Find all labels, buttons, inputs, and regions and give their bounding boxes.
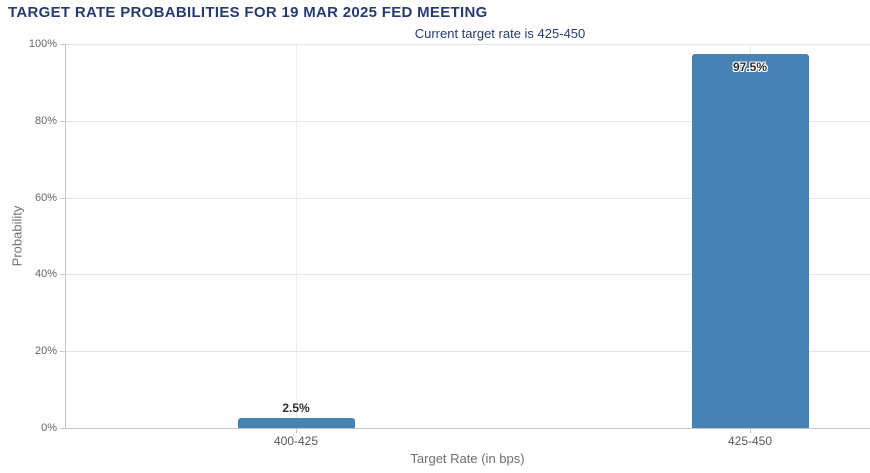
vertical-gridline	[296, 44, 297, 428]
bar[interactable]	[691, 53, 809, 428]
y-axis-line	[65, 44, 66, 428]
y-tick-label: 80%	[34, 114, 57, 127]
y-axis-tick	[60, 44, 65, 45]
y-axis-tick	[60, 274, 65, 276]
x-tick-label: 400-425	[273, 434, 319, 448]
bar-value-label: 97.5%	[732, 59, 768, 74]
y-tick-label: 20%	[34, 345, 57, 358]
chart-subtitle: Current target rate is 425-450	[414, 26, 586, 41]
y-tick-label: 60%	[34, 191, 57, 204]
horizontal-gridline	[65, 197, 870, 199]
x-axis-line	[65, 428, 870, 429]
y-axis-tick	[60, 197, 65, 199]
x-tick-label: 425-450	[727, 434, 773, 448]
chart-title: TARGET RATE PROBABILITIES FOR 19 MAR 202…	[8, 4, 488, 21]
bar[interactable]	[237, 418, 355, 428]
y-tick-label: 40%	[34, 268, 57, 281]
x-axis-title: Target Rate (in bps)	[410, 451, 525, 466]
y-axis-tick	[60, 428, 65, 429]
y-tick-label: 0%	[41, 422, 57, 434]
x-axis-tick	[750, 428, 751, 433]
horizontal-gridline	[65, 120, 870, 122]
y-axis-tick	[60, 351, 65, 353]
horizontal-gridline	[65, 274, 870, 276]
x-axis-tick	[296, 428, 297, 433]
bar-value-label: 2.5%	[282, 401, 310, 416]
y-tick-label: 100%	[28, 38, 57, 50]
horizontal-gridline	[65, 351, 870, 353]
y-axis-tick	[60, 120, 65, 122]
horizontal-gridline	[65, 44, 870, 45]
